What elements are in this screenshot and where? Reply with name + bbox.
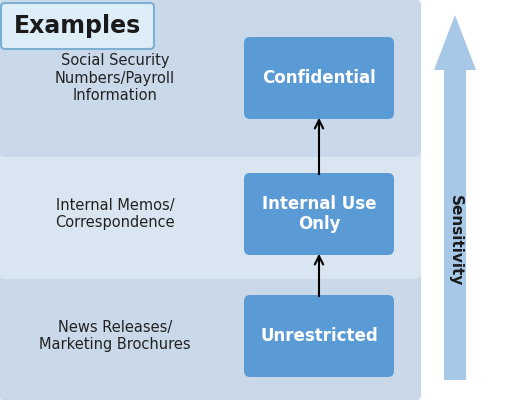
Text: News Releases/
Marketing Brochures: News Releases/ Marketing Brochures — [39, 320, 191, 352]
Text: Social Security
Numbers/Payroll
Information: Social Security Numbers/Payroll Informat… — [55, 53, 175, 103]
Text: Internal Memos/
Correspondence: Internal Memos/ Correspondence — [55, 198, 175, 230]
Text: Examples: Examples — [14, 14, 141, 38]
FancyBboxPatch shape — [0, 149, 421, 279]
FancyBboxPatch shape — [244, 295, 394, 377]
Text: Unrestricted: Unrestricted — [260, 327, 378, 345]
FancyBboxPatch shape — [1, 3, 154, 49]
Text: Sensitivity: Sensitivity — [448, 195, 462, 286]
Text: Internal Use
Only: Internal Use Only — [262, 194, 376, 234]
Polygon shape — [434, 15, 476, 380]
FancyBboxPatch shape — [0, 0, 421, 157]
Text: Confidential: Confidential — [262, 69, 376, 87]
FancyBboxPatch shape — [244, 173, 394, 255]
FancyBboxPatch shape — [0, 271, 421, 400]
FancyBboxPatch shape — [244, 37, 394, 119]
